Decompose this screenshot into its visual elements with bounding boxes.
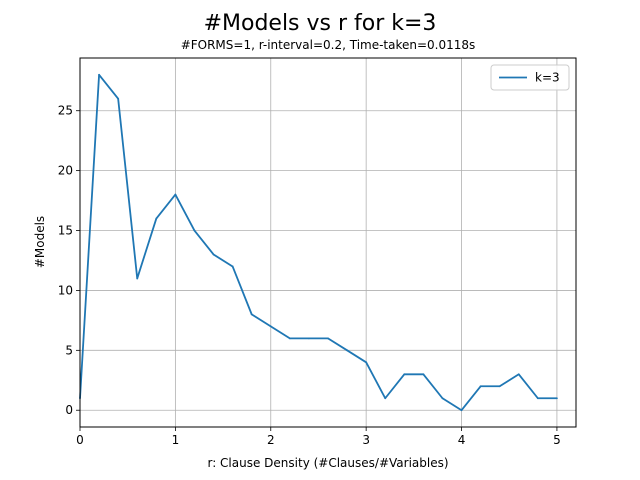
plot-lines xyxy=(79,73,558,412)
data-point xyxy=(498,385,501,388)
x-tick-label: 0 xyxy=(76,433,84,447)
data-point xyxy=(117,97,120,100)
data-point xyxy=(517,373,520,376)
data-point xyxy=(403,373,406,376)
chart-subtitle: #FORMS=1, r-interval=0.2, Time-taken=0.0… xyxy=(181,38,476,52)
legend-label: k=3 xyxy=(535,71,560,85)
x-tick-label: 3 xyxy=(362,433,370,447)
data-point xyxy=(327,337,329,340)
data-point xyxy=(212,253,215,256)
x-tick-label: 4 xyxy=(458,433,466,447)
x-axis-ticks: 0 1 2 3 4 5 xyxy=(76,427,561,447)
data-point xyxy=(136,277,139,280)
chart-title: #Models vs r for k=3 xyxy=(204,11,437,36)
legend-box xyxy=(490,64,570,91)
data-point xyxy=(536,397,539,400)
data-point xyxy=(384,397,387,400)
y-tick-label: 5 xyxy=(65,343,73,357)
y-tick-label: 20 xyxy=(58,164,73,178)
y-tick-label: 10 xyxy=(58,283,73,297)
data-point xyxy=(193,229,196,232)
data-point xyxy=(155,217,158,220)
y-tick-label: 0 xyxy=(65,403,73,417)
legend: k=3 xyxy=(490,64,570,91)
data-point xyxy=(365,361,368,364)
x-tick-label: 2 xyxy=(267,433,275,447)
y-axis-label: #Models xyxy=(33,216,47,268)
data-point xyxy=(441,397,444,400)
y-tick-label: 15 xyxy=(58,224,73,238)
y-tick-label: 25 xyxy=(58,104,73,118)
y-axis-ticks: 0 5 10 15 20 25 xyxy=(58,104,80,417)
data-point xyxy=(479,385,482,388)
data-point xyxy=(269,325,272,328)
plot-frame xyxy=(79,57,577,428)
data-point xyxy=(422,373,425,376)
x-tick-label: 5 xyxy=(553,433,561,447)
data-point xyxy=(346,349,348,352)
data-point xyxy=(231,265,234,268)
x-tick-label: 1 xyxy=(172,433,180,447)
data-point xyxy=(460,409,463,412)
data-point xyxy=(98,73,100,76)
grid xyxy=(79,58,576,427)
data-point xyxy=(250,313,253,316)
data-point xyxy=(556,397,558,400)
series-line xyxy=(79,73,557,412)
x-axis-label: r: Clause Density (#Clauses/#Variables) xyxy=(207,456,448,470)
data-point xyxy=(288,337,291,340)
data-point xyxy=(174,193,177,196)
data-point xyxy=(308,337,310,340)
